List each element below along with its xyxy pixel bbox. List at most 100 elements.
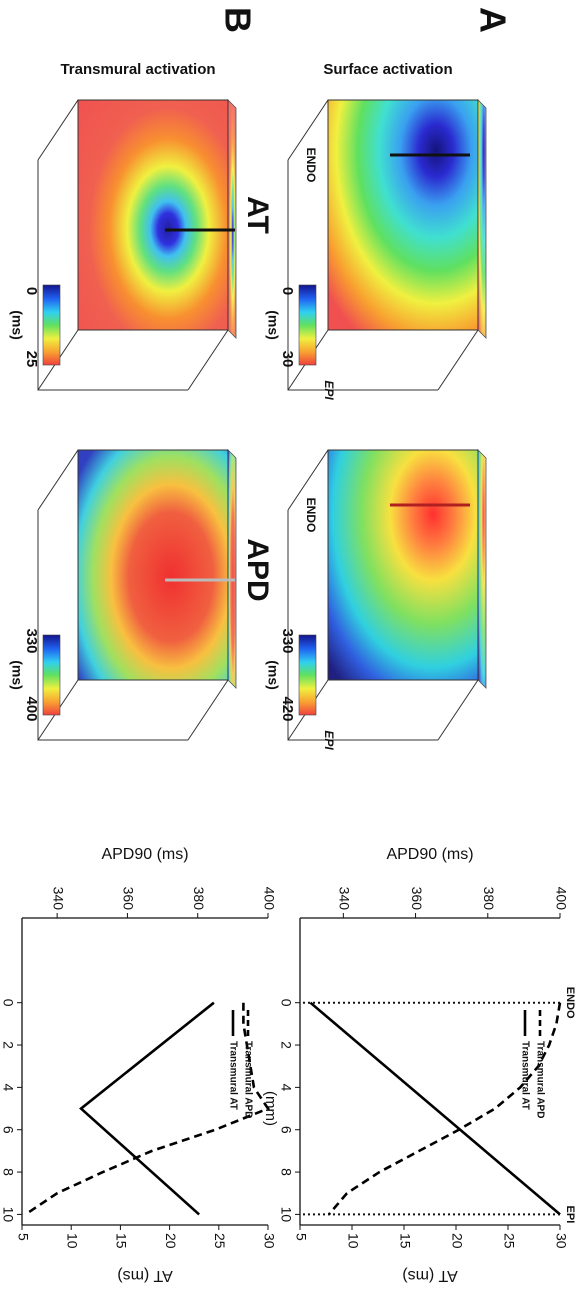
- colorbar-unit: (ms): [9, 660, 25, 690]
- colorbar-max: 420: [279, 696, 296, 721]
- map-side: [477, 99, 487, 339]
- box-edge: [37, 449, 79, 511]
- y-tick-label: 340: [337, 887, 353, 911]
- y2-axis-title: AT (ms): [117, 1267, 172, 1284]
- colorbar-max: 400: [23, 696, 40, 721]
- endo-label: ENDO: [304, 148, 318, 183]
- x-tick-label: 2: [278, 1041, 294, 1049]
- colorbar-max: 25: [23, 351, 40, 368]
- y2-tick-label: 30: [261, 1233, 277, 1249]
- map-side: [227, 99, 237, 339]
- row-title: Transmural activation: [60, 61, 215, 78]
- colorbar-max: 30: [279, 351, 296, 368]
- x-tick-label: 6: [0, 1126, 16, 1134]
- row-title: Surface activation: [323, 61, 452, 78]
- rotated-figure: A Surface activation ENDO EPI 0 30 (ms) ENDO EPI…: [0, 7, 576, 1284]
- colorbar-min: 0: [279, 287, 296, 295]
- endo-label: ENDO: [304, 498, 318, 533]
- box-edge: [287, 99, 329, 161]
- map-face: [327, 449, 479, 681]
- x-tick-label: 0: [278, 999, 294, 1007]
- x-axis-title: (mm): [262, 1091, 279, 1126]
- colorbar: [298, 634, 317, 716]
- y2-tick-label: 25: [501, 1233, 517, 1249]
- y-tick-label: 400: [261, 887, 277, 911]
- legend-label: Transmural AT: [519, 1041, 530, 1110]
- map-face: [77, 99, 229, 331]
- column-title: AT: [241, 196, 274, 234]
- x-tick-label: 4: [0, 1083, 16, 1091]
- map-side: [477, 449, 487, 689]
- colorbar: [42, 284, 61, 366]
- y-tick-label: 360: [409, 887, 425, 911]
- box-edge: [287, 510, 438, 741]
- colorbar-unit: (ms): [265, 660, 281, 690]
- colorbar-min: 330: [23, 628, 40, 653]
- y2-tick-label: 5: [15, 1233, 31, 1241]
- box-edge: [37, 99, 79, 161]
- x-tick-label: 10: [278, 1207, 294, 1223]
- x-tick-label: 0: [0, 999, 16, 1007]
- y2-tick-label: 5: [293, 1233, 309, 1241]
- data-line: [79, 1001, 215, 1216]
- colorbar-min: 330: [279, 628, 296, 653]
- box-edge: [187, 329, 229, 391]
- y2-tick-label: 25: [212, 1233, 228, 1249]
- map-3d-box: [287, 449, 487, 741]
- y-tick-label: 340: [50, 887, 66, 911]
- data-line: [309, 1001, 561, 1216]
- colorbar-unit: (ms): [265, 310, 281, 340]
- boundary-label: ENDO: [564, 987, 576, 1019]
- y2-tick-label: 20: [449, 1233, 465, 1249]
- box-edge: [287, 160, 438, 391]
- map-3d-box: [37, 449, 237, 741]
- colorbar: [42, 634, 61, 716]
- data-line: [24, 1002, 270, 1216]
- box-edge: [37, 510, 188, 741]
- box-edge: [287, 449, 329, 511]
- column-title: APD: [241, 538, 274, 601]
- y2-axis-title: AT (ms): [402, 1267, 457, 1284]
- map-side: [227, 449, 237, 689]
- y-tick-label: 380: [191, 887, 207, 911]
- y-tick-label: 400: [553, 887, 569, 911]
- y-axis-title: APD90 (ms): [386, 846, 473, 863]
- data-line: [327, 1002, 562, 1216]
- map-face: [77, 449, 229, 681]
- x-tick-label: 10: [0, 1207, 16, 1223]
- legend-label: Transmural APD: [534, 1041, 545, 1118]
- x-tick-label: 2: [0, 1041, 16, 1049]
- colorbar-unit: (ms): [9, 310, 25, 340]
- map-3d-box: [287, 99, 487, 391]
- map-3d-box: [37, 99, 237, 391]
- x-tick-label: 8: [278, 1168, 294, 1176]
- y2-tick-label: 15: [397, 1233, 413, 1249]
- y-tick-label: 360: [121, 887, 137, 911]
- x-axis-title: (mm): [0, 1091, 1, 1126]
- y-tick-label: 380: [481, 887, 497, 911]
- panel-label: B: [217, 7, 258, 33]
- y2-tick-label: 10: [64, 1233, 80, 1249]
- box-edge: [37, 160, 188, 391]
- y2-tick-label: 30: [553, 1233, 569, 1249]
- y2-tick-label: 10: [345, 1233, 361, 1249]
- box-edge: [187, 679, 229, 741]
- box-edge: [437, 679, 479, 741]
- y2-tick-label: 20: [163, 1233, 179, 1249]
- y2-tick-label: 15: [114, 1233, 130, 1249]
- box-edge: [437, 329, 479, 391]
- colorbar: [298, 284, 317, 366]
- boundary-label: EPI: [564, 1206, 576, 1224]
- x-tick-label: 6: [278, 1126, 294, 1134]
- x-tick-label: 4: [278, 1083, 294, 1091]
- legend-label: Transmural APD: [242, 1041, 253, 1118]
- panel-label: A: [472, 7, 513, 33]
- epi-label: EPI: [322, 380, 336, 400]
- x-tick-label: 8: [0, 1168, 16, 1176]
- y-axis-title: APD90 (ms): [101, 846, 188, 863]
- map-face: [327, 99, 479, 331]
- epi-label: EPI: [322, 730, 336, 750]
- legend-label: Transmural AT: [227, 1041, 238, 1110]
